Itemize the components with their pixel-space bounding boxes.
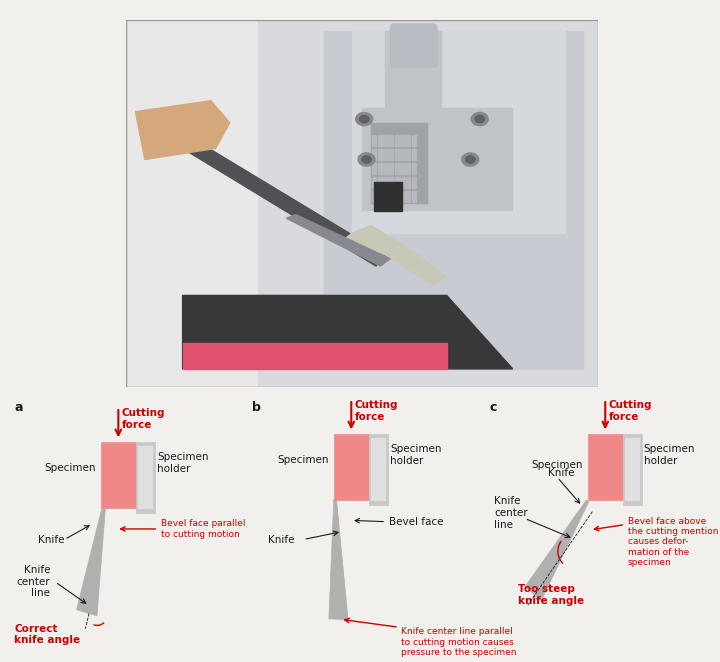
Bar <box>395 163 399 174</box>
Polygon shape <box>343 226 446 285</box>
Bar <box>389 191 393 202</box>
Bar <box>412 177 416 188</box>
Bar <box>412 149 416 160</box>
Bar <box>372 122 428 204</box>
Bar <box>183 343 446 369</box>
Circle shape <box>462 153 479 166</box>
Polygon shape <box>76 508 105 616</box>
Bar <box>378 177 382 188</box>
Bar <box>389 135 393 146</box>
Text: Specimen: Specimen <box>45 463 96 473</box>
Bar <box>258 20 598 387</box>
Text: Specimen
holder: Specimen holder <box>157 452 209 473</box>
Bar <box>395 135 399 146</box>
Bar <box>389 149 393 160</box>
Text: Knife
center
line: Knife center line <box>17 565 50 598</box>
Bar <box>362 108 513 211</box>
Text: Cutting
force: Cutting force <box>355 401 398 422</box>
Text: c: c <box>490 401 497 414</box>
Bar <box>395 191 399 202</box>
Bar <box>324 31 583 369</box>
Bar <box>101 442 136 508</box>
Text: Knife: Knife <box>268 534 294 545</box>
Polygon shape <box>287 214 390 266</box>
Bar <box>400 135 405 146</box>
Text: Knife: Knife <box>38 534 65 545</box>
Polygon shape <box>525 500 589 601</box>
Bar <box>406 177 410 188</box>
Bar <box>378 135 382 146</box>
Bar <box>400 177 405 188</box>
Text: Correct
knife angle: Correct knife angle <box>14 624 81 645</box>
Text: Bevel face above
the cutting mention
causes defor-
mation of the
specimen: Bevel face above the cutting mention cau… <box>628 516 718 567</box>
Bar <box>136 442 155 513</box>
Circle shape <box>356 113 373 126</box>
Bar <box>623 434 642 505</box>
Text: Cutting
force: Cutting force <box>609 401 652 422</box>
Bar <box>406 135 410 146</box>
Bar <box>395 177 399 188</box>
Polygon shape <box>183 141 385 266</box>
Text: Specimen: Specimen <box>531 460 583 471</box>
Text: Specimen
holder: Specimen holder <box>390 444 441 465</box>
Bar <box>625 438 639 501</box>
Circle shape <box>358 153 375 166</box>
Bar <box>372 163 377 174</box>
Bar <box>384 163 388 174</box>
Text: Specimen: Specimen <box>277 455 329 465</box>
Bar <box>258 20 598 387</box>
Circle shape <box>466 156 475 163</box>
Polygon shape <box>183 295 513 369</box>
Bar <box>400 191 405 202</box>
Bar <box>406 163 410 174</box>
Bar <box>389 177 393 188</box>
Bar <box>138 446 153 509</box>
Circle shape <box>471 113 488 126</box>
Text: Cutting
force: Cutting force <box>122 408 166 430</box>
Bar <box>406 149 410 160</box>
Bar <box>372 191 377 202</box>
Circle shape <box>475 115 485 122</box>
Bar <box>372 149 377 160</box>
Bar <box>374 181 402 211</box>
Bar <box>406 191 410 202</box>
Text: Bevel face: Bevel face <box>389 517 443 527</box>
Text: Knife
center
line: Knife center line <box>494 496 528 530</box>
Bar <box>400 163 405 174</box>
Bar <box>384 191 388 202</box>
FancyBboxPatch shape <box>390 24 437 68</box>
Bar <box>400 149 405 160</box>
Bar <box>334 434 369 500</box>
Circle shape <box>359 115 369 122</box>
Bar <box>588 434 623 500</box>
Circle shape <box>361 156 372 163</box>
Bar <box>352 31 564 233</box>
Bar <box>412 191 416 202</box>
Bar <box>384 135 388 146</box>
Bar <box>371 438 386 501</box>
Bar <box>372 135 377 146</box>
Polygon shape <box>135 101 230 160</box>
Text: a: a <box>14 401 23 414</box>
Text: Specimen
holder: Specimen holder <box>644 444 696 465</box>
Bar <box>369 434 387 505</box>
Bar <box>378 163 382 174</box>
Bar <box>412 135 416 146</box>
Bar <box>395 149 399 160</box>
Bar <box>378 191 382 202</box>
Bar <box>378 149 382 160</box>
Bar <box>384 177 388 188</box>
Bar <box>412 163 416 174</box>
Text: Knife center line parallel
to cutting motion causes
pressure to the specimen: Knife center line parallel to cutting mo… <box>401 628 517 657</box>
Bar <box>372 177 377 188</box>
Bar <box>389 163 393 174</box>
Bar <box>385 31 442 122</box>
Text: Too steep
knife angle: Too steep knife angle <box>518 584 584 606</box>
Bar <box>384 149 388 160</box>
Polygon shape <box>329 500 348 620</box>
Text: Bevel face parallel
to cutting motion: Bevel face parallel to cutting motion <box>161 519 246 539</box>
Text: Knife: Knife <box>548 468 575 479</box>
Text: b: b <box>252 401 261 414</box>
